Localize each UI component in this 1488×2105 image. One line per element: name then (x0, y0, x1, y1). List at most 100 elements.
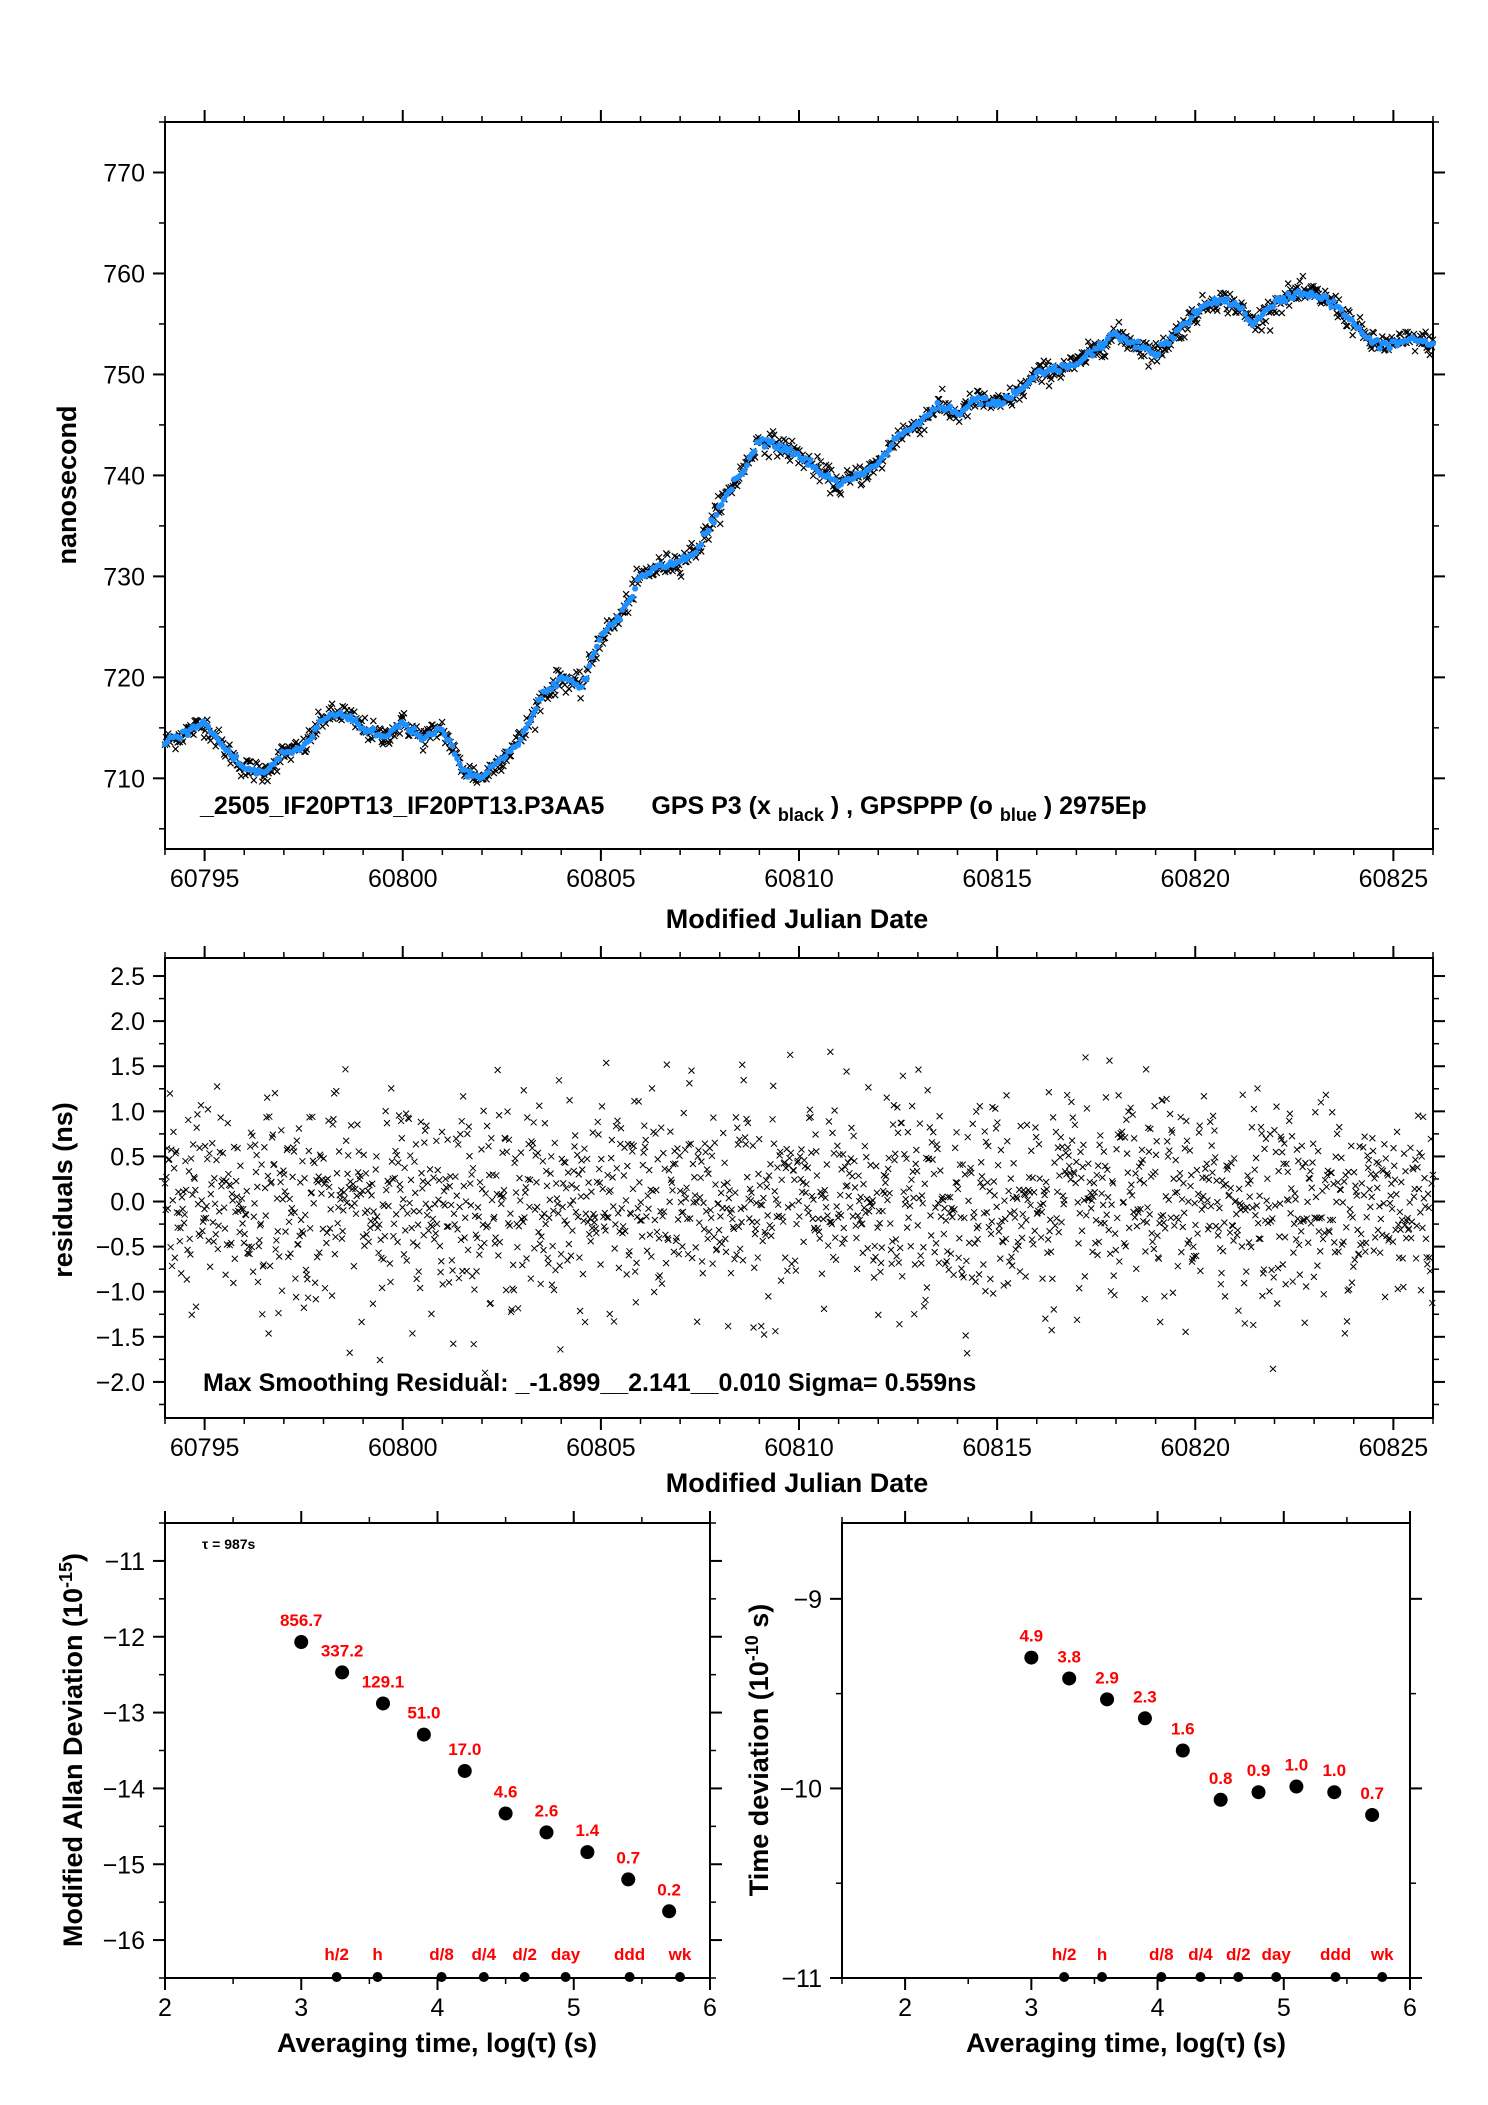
residual-point (728, 1206, 736, 1214)
residual-point (316, 1249, 323, 1256)
residual-point (759, 1237, 767, 1245)
tdev-point (1062, 1671, 1077, 1686)
residual-point (1317, 1098, 1325, 1106)
residual-point (176, 1237, 184, 1245)
residual-point (1019, 1210, 1027, 1218)
panel-timing-frame (164, 121, 1434, 850)
residual-point (736, 1136, 743, 1144)
residual-point (464, 1246, 472, 1254)
residual-point (910, 1194, 917, 1202)
residual-point (400, 1251, 408, 1258)
residual-point (351, 1199, 358, 1207)
residual-point (1381, 1140, 1388, 1148)
residual-point (284, 1144, 291, 1152)
residual-point (569, 1197, 577, 1204)
residual-point (1304, 1239, 1312, 1246)
residual-point (822, 1203, 830, 1211)
mdev-y-tick-label: −15 (103, 1851, 145, 1879)
gps-point (1153, 357, 1161, 365)
residual-point (792, 1267, 800, 1274)
residual-point (191, 1175, 198, 1182)
residual-point (772, 1327, 779, 1335)
residual-point (1177, 1113, 1185, 1121)
residual-point (1017, 1122, 1025, 1130)
ppp-point (456, 761, 463, 768)
residual-point (918, 1192, 926, 1199)
residual-point (1102, 1094, 1110, 1101)
residual-point (1056, 1153, 1064, 1161)
residual-point (193, 1124, 201, 1131)
residual-point (373, 1213, 381, 1220)
gps-point (1310, 282, 1317, 290)
gps-point (341, 703, 349, 711)
mdev-interval-marker (519, 1972, 530, 1982)
timing-annotation-epochs: ) 2975Ep (1044, 792, 1147, 820)
residual-point (1129, 1111, 1137, 1118)
residual-point (687, 1140, 695, 1148)
ppp-point (205, 723, 212, 730)
residual-point (693, 1318, 701, 1326)
tdev-point-label: 1.0 (1322, 1761, 1346, 1780)
timing-x-label: Modified Julian Date (666, 904, 929, 934)
residual-point (523, 1114, 531, 1121)
gps-point (714, 492, 722, 500)
residual-point (807, 1113, 814, 1121)
residual-point (1415, 1185, 1423, 1193)
ppp-point (982, 395, 989, 402)
residual-point (412, 1141, 420, 1148)
residual-point (266, 1262, 274, 1270)
residual-point (1175, 1216, 1182, 1223)
residual-point (406, 1152, 414, 1159)
residual-point (438, 1128, 446, 1136)
residual-point (305, 1147, 313, 1155)
residual-point (244, 1250, 252, 1257)
residual-point (254, 1278, 262, 1286)
residual-point (238, 1195, 246, 1202)
residual-point (1196, 1122, 1204, 1130)
residual-point (547, 1170, 554, 1177)
residual-point (593, 1229, 600, 1237)
residual-point (327, 1191, 335, 1199)
residual-point (408, 1224, 416, 1232)
residual-point (1287, 1185, 1295, 1192)
residual-point (466, 1180, 474, 1187)
residual-point (862, 1209, 869, 1217)
residual-point (744, 1119, 752, 1127)
residual-point (596, 1179, 604, 1187)
ppp-point (883, 451, 890, 458)
mdev-y-label-main: Modified Allan Deviation (10 (58, 1588, 88, 1947)
residual-point (519, 1218, 527, 1226)
residual-point (327, 1205, 334, 1213)
residual-point (696, 1194, 704, 1201)
residual-point (395, 1112, 403, 1119)
ppp-point (794, 450, 801, 457)
ppp-point (1031, 375, 1038, 382)
residual-point (399, 1196, 407, 1203)
residual-point (1038, 1208, 1046, 1216)
residual-point (1280, 1140, 1288, 1147)
ppp-point (1056, 368, 1063, 375)
residual-point (721, 1235, 729, 1243)
gps-point (1145, 363, 1152, 370)
residual-point (800, 1238, 807, 1246)
residual-point (585, 1230, 593, 1238)
residual-point (1242, 1268, 1250, 1275)
timing-annotation-sub-black: black (778, 805, 825, 825)
residual-point (443, 1223, 451, 1231)
residual-point (1108, 1201, 1115, 1208)
residual-point (440, 1187, 448, 1195)
timing-x-tick-label: 60805 (566, 865, 636, 893)
residual-point (1349, 1263, 1357, 1270)
residual-point (1210, 1158, 1218, 1166)
residual-point (815, 1228, 823, 1236)
residual-point (1056, 1172, 1063, 1179)
residual-point (741, 1203, 748, 1211)
residual-point (1203, 1160, 1211, 1168)
residual-point (864, 1244, 872, 1252)
residual-point (1161, 1224, 1169, 1232)
tdev-interval-marker (1097, 1972, 1108, 1982)
residual-point (236, 1228, 244, 1236)
residual-point (702, 1208, 710, 1215)
residual-x-tick-label: 60810 (764, 1434, 834, 1462)
residual-point (917, 1252, 924, 1260)
